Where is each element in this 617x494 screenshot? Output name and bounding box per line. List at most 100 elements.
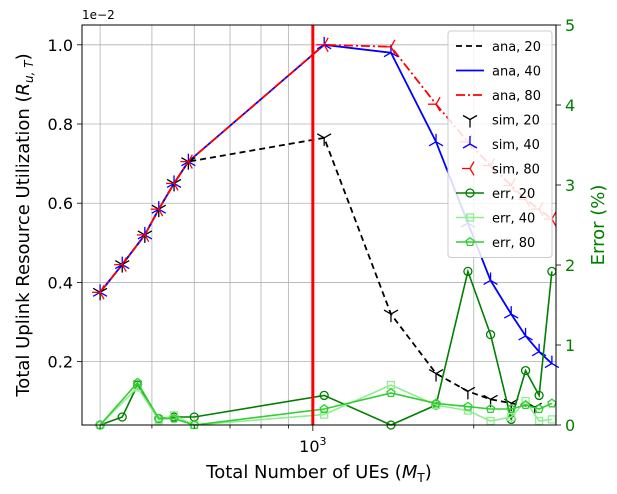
marker-arm xyxy=(173,176,179,184)
series-err40 xyxy=(95,380,557,430)
data-point xyxy=(166,178,182,192)
marker-arm xyxy=(173,183,179,191)
y2-tick-label: 0 xyxy=(565,416,575,435)
data-point xyxy=(520,399,531,410)
legend-box xyxy=(447,30,553,258)
marker-arm xyxy=(462,143,471,149)
marker-pentagon xyxy=(465,236,475,247)
data-point xyxy=(507,412,516,422)
data-point xyxy=(506,403,516,414)
data-point xyxy=(383,309,399,323)
data-point xyxy=(485,329,496,340)
marker-arm xyxy=(490,279,498,286)
y2-tick-label: 4 xyxy=(565,96,575,115)
data-point xyxy=(137,230,153,243)
data-point xyxy=(166,175,182,188)
marker-arm xyxy=(121,260,130,266)
marker-arm xyxy=(158,208,167,214)
marker-arm xyxy=(323,44,329,53)
marker-circle xyxy=(534,390,544,401)
data-point xyxy=(132,377,143,387)
marker-pentagon xyxy=(463,401,473,411)
marker-arm xyxy=(92,287,101,293)
marker-arm xyxy=(435,141,444,147)
marker-arm xyxy=(92,291,101,297)
marker-arm xyxy=(137,234,146,240)
legend-entry-err40: err, 40 xyxy=(456,212,535,227)
marker-arm xyxy=(390,39,396,48)
marker-arm xyxy=(187,161,193,169)
marker-square xyxy=(465,213,475,222)
series-err20 xyxy=(95,266,557,430)
data-point xyxy=(180,154,193,169)
data-point xyxy=(386,387,396,398)
legend-label: err, 40 xyxy=(492,212,535,227)
legend: ana, 20 ana, 40 ana, 80 sim, 20 sim, 40 sim, … xyxy=(447,30,553,258)
data-point xyxy=(428,96,441,112)
marker-arm xyxy=(460,386,469,392)
marker-arm xyxy=(99,292,105,300)
data-point xyxy=(428,133,444,147)
marker-arm xyxy=(137,230,146,236)
data-point xyxy=(503,306,519,319)
data-point xyxy=(544,355,560,369)
legend-label: err, 80 xyxy=(492,236,535,251)
data-point xyxy=(485,403,496,414)
series-line xyxy=(99,268,553,426)
series-line xyxy=(99,384,552,426)
marker-arm xyxy=(187,154,193,162)
marker-arm xyxy=(188,157,196,163)
legend-entry-ana20: ana, 20 xyxy=(456,40,541,55)
series-line xyxy=(99,381,553,426)
axes: 103 0.2 0.4 0.6 0.8 1.0 0 1 2 3 4 5 xyxy=(48,16,576,456)
marker-pentagon xyxy=(132,377,143,387)
marker-circle xyxy=(485,329,496,340)
marker-arm xyxy=(469,161,475,169)
legend-entry-ana80: ana, 80 xyxy=(456,89,541,104)
legend-label: sim, 20 xyxy=(492,114,540,129)
data-point xyxy=(114,257,127,272)
marker-arm xyxy=(114,264,123,270)
marker-arm xyxy=(181,161,189,167)
data-point xyxy=(547,415,557,424)
data-point xyxy=(137,226,153,240)
marker-arm xyxy=(390,46,396,55)
marker-pentagon xyxy=(154,413,164,423)
marker-arm xyxy=(483,394,491,400)
series-sim20 xyxy=(92,133,542,416)
marker-pentagon xyxy=(547,398,557,408)
marker-arm xyxy=(435,368,444,375)
y-tick-label: 0.6 xyxy=(48,194,73,213)
data-point xyxy=(320,410,329,419)
marker-arm xyxy=(173,182,182,188)
data-point xyxy=(316,37,329,53)
marker-arm xyxy=(469,168,475,176)
data-point xyxy=(483,394,498,408)
y-tick-label: 0.2 xyxy=(48,353,73,372)
marker-arm xyxy=(121,264,127,272)
marker-arm xyxy=(144,234,153,240)
marker-arm xyxy=(144,230,153,236)
data-point xyxy=(114,260,130,273)
marker-pentagon xyxy=(534,403,544,414)
marker-arm xyxy=(428,141,437,147)
marker-arm xyxy=(551,363,560,369)
data-point xyxy=(181,157,196,170)
data-point xyxy=(92,285,105,300)
data-point xyxy=(114,256,130,270)
marker-arm xyxy=(158,208,164,217)
data-point xyxy=(319,403,329,414)
marker-pentagon xyxy=(485,403,496,414)
marker-circle xyxy=(465,188,475,198)
legend-entry-sim80: sim, 80 xyxy=(462,161,540,178)
marker-arm xyxy=(525,335,533,341)
marker-arm xyxy=(158,201,164,210)
data-point xyxy=(534,403,544,414)
legend-entry-sim20: sim, 20 xyxy=(462,114,540,129)
marker-arm xyxy=(435,103,441,112)
plot-frame xyxy=(81,24,557,426)
marker-arm xyxy=(316,44,325,50)
y2-tick-label: 1 xyxy=(565,336,575,355)
marker-arm xyxy=(144,234,150,243)
